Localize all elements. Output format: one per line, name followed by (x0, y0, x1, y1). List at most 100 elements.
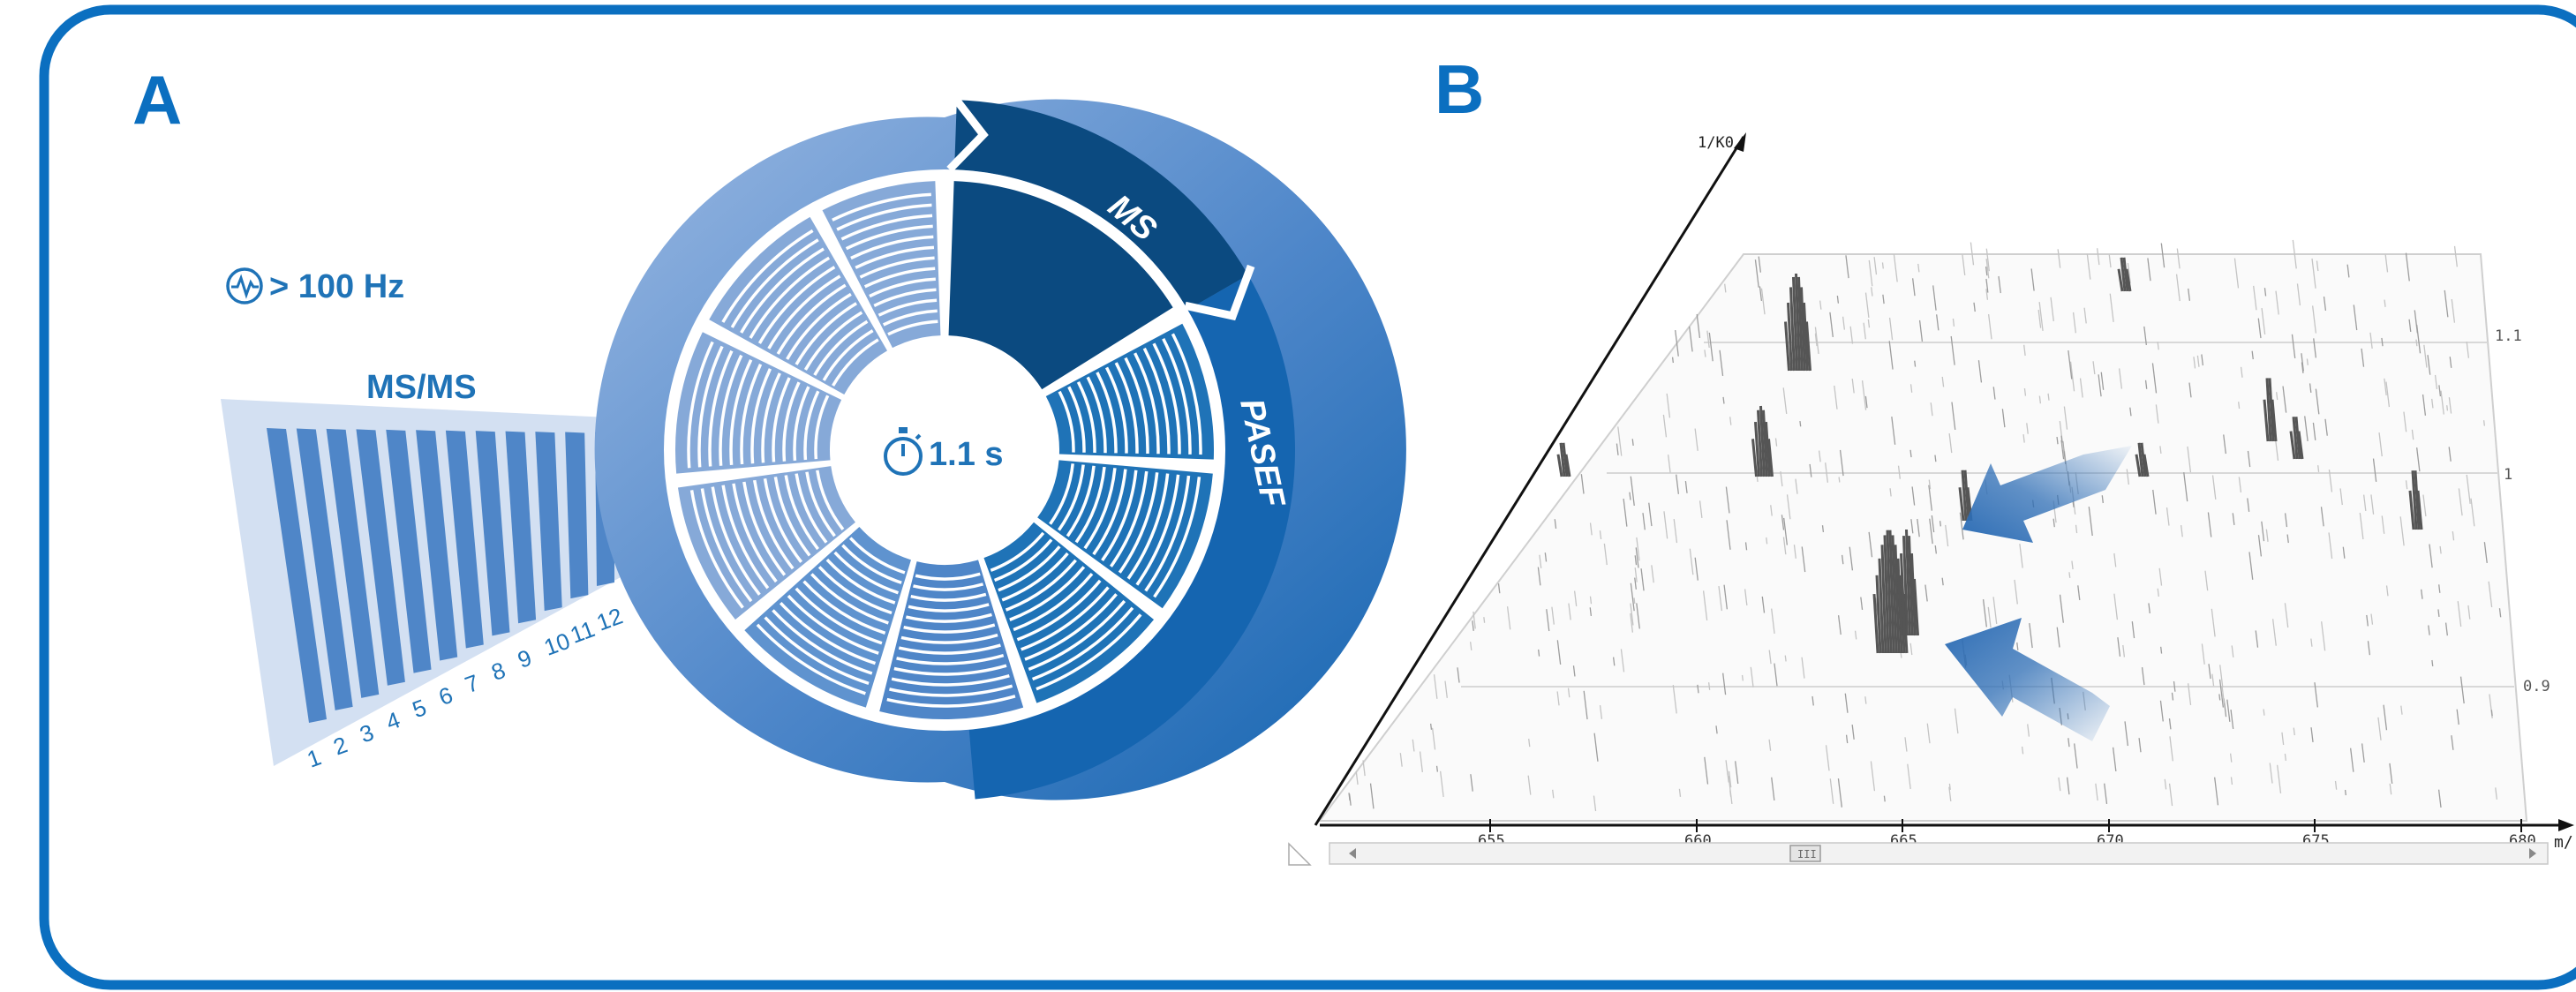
noise-stroke (2451, 298, 2456, 323)
panel-b: B 1/K0 m/ 655 660 665 670 675 680 1.1 1 0.9 I… (1288, 50, 2574, 866)
wheel-segment-line (1101, 470, 1138, 562)
noise-stroke (1998, 275, 2001, 294)
noise-stroke (1634, 567, 1638, 582)
wheel-segment-line (903, 623, 996, 634)
noise-stroke (1987, 314, 1992, 340)
msms-scan-bar (326, 428, 380, 698)
scroll-right-icon[interactable] (2529, 848, 2536, 859)
wheel-segment-line (850, 235, 934, 260)
wheel-segment-line (740, 364, 763, 465)
ion-peak-stroke (2414, 470, 2421, 530)
ion-peak-stroke (2122, 257, 2129, 292)
noise-stroke (2208, 664, 2211, 680)
noise-stroke (1766, 537, 1768, 545)
ion-peak-stroke (2408, 490, 2415, 530)
noise-stroke (1845, 734, 1849, 744)
noise-stroke (2306, 358, 2309, 365)
noise-stroke (2066, 777, 2070, 795)
noise-stroke (1814, 327, 1819, 354)
noise-stroke (1934, 545, 1938, 554)
scroll-left-icon[interactable] (1349, 848, 1356, 859)
noise-stroke (1860, 597, 1864, 610)
noise-stroke (2238, 402, 2241, 410)
ion-peak-stroke (2265, 378, 2272, 442)
noise-stroke (2188, 288, 2191, 301)
wheel-segment-line (915, 572, 981, 581)
noise-stroke (2310, 727, 2314, 742)
noise-stroke (2495, 787, 2498, 800)
noise-stroke (1845, 255, 1849, 279)
msms-scan-number: 1 (304, 743, 325, 772)
noise-stroke (2118, 368, 2123, 389)
msms-scan-bar (565, 432, 589, 599)
wheel-segment-line (1013, 573, 1094, 632)
wheel-segment-line (1036, 613, 1142, 691)
noise-stroke (1694, 428, 1699, 451)
noise-stroke (2063, 406, 2068, 430)
noise-stroke (2384, 378, 2387, 396)
right-tick-label: 1.1 (2495, 327, 2522, 345)
noise-stroke (2152, 489, 2157, 515)
noise-stroke (2171, 692, 2174, 701)
noise-stroke (1911, 486, 1916, 506)
noise-stroke (2423, 344, 2428, 368)
wheel-segment-line (855, 245, 935, 269)
noise-stroke (2211, 475, 2217, 500)
wheel-segment-line (1032, 606, 1134, 681)
noise-stroke (1676, 474, 1680, 494)
wheel-segment-line (786, 292, 852, 360)
noise-stroke (2434, 374, 2438, 390)
noise-stroke (1673, 518, 1678, 544)
wheel-segment-line (869, 277, 936, 298)
noise-stroke (2399, 516, 2405, 546)
noise-stroke (1825, 745, 1830, 771)
noise-stroke (2446, 405, 2449, 411)
resize-corner-icon (1288, 842, 1312, 866)
noise-stroke (2452, 530, 2455, 541)
wheel-segment-line (721, 485, 770, 590)
noise-stroke (2304, 416, 2309, 441)
ion-peak-stroke (1789, 287, 1796, 372)
ion-peak-stroke (1559, 442, 1566, 477)
noise-stroke (2370, 613, 2374, 625)
noise-stroke (2214, 777, 2219, 806)
noise-stroke (2385, 585, 2389, 597)
noise-stroke (1567, 688, 1570, 698)
noise-stroke (2101, 495, 2104, 504)
wheel-segment-line (877, 298, 938, 317)
noise-stroke (1527, 775, 1532, 795)
noise-stroke (2261, 307, 2266, 334)
noise-stroke (2088, 507, 2093, 537)
noise-stroke (1348, 793, 1352, 806)
noise-stroke (2456, 709, 2459, 725)
noise-stroke (1844, 693, 1849, 713)
noise-stroke (1849, 326, 1854, 344)
wheel-segment-line (848, 537, 906, 575)
noise-stroke (1883, 795, 1886, 802)
noise-stroke (1985, 248, 1990, 272)
noise-stroke (2437, 609, 2440, 618)
noise-stroke (2438, 584, 2441, 593)
noise-stroke (1985, 278, 1989, 293)
noise-stroke (2328, 469, 2333, 492)
noise-stroke (1904, 737, 1908, 752)
ion-peak-stroke (1762, 410, 1768, 477)
horizontal-scrollbar[interactable]: III (1329, 842, 2549, 865)
noise-stroke (1538, 649, 1540, 657)
wheel-segment-line (816, 470, 845, 530)
noise-stroke (2159, 700, 2164, 722)
noise-stroke (1399, 753, 1403, 767)
noise-stroke (2389, 763, 2393, 784)
wheel-segment-line (882, 309, 938, 327)
msms-scan-bar (267, 428, 327, 723)
scrollbar-thumb[interactable] (1789, 845, 1821, 862)
noise-stroke (2050, 297, 2054, 322)
noise-stroke (2349, 748, 2354, 772)
noise-stroke (1867, 319, 1871, 328)
cycle-center (834, 340, 1055, 560)
wheel-segment-line (887, 319, 938, 336)
noise-stroke (2261, 521, 2265, 542)
ion-peak-stroke (2135, 454, 2142, 477)
noise-stroke (2117, 637, 2121, 657)
